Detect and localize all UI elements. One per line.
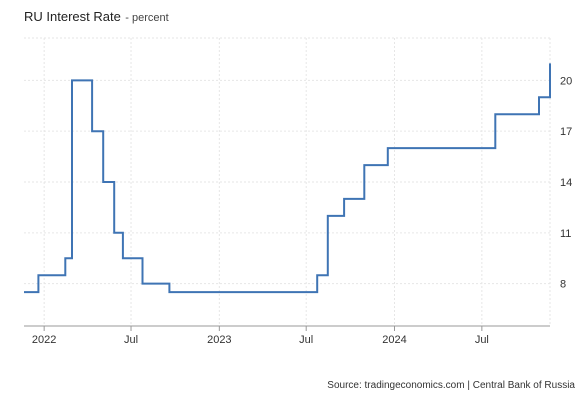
chart-title: RU Interest Rate <box>24 9 121 24</box>
source-note: Source: tradingeconomics.com | Central B… <box>327 380 575 391</box>
y-axis: 8 11 14 17 20 <box>560 75 572 290</box>
series-line <box>24 63 551 294</box>
x-axis: 2022 Jul 2023 Jul 2024 Jul <box>24 325 550 346</box>
x-tick-label: 2024 <box>382 334 406 346</box>
x-tick-label: 2022 <box>32 334 56 346</box>
series-layer <box>24 63 551 294</box>
x-tick-label: Jul <box>475 334 489 346</box>
y-tick-label: 17 <box>560 126 572 138</box>
x-tick-label: Jul <box>299 334 313 346</box>
y-tick-label: 8 <box>560 279 566 291</box>
x-tick-label: 2023 <box>207 334 231 346</box>
y-tick-label: 11 <box>560 228 571 240</box>
y-tick-label: 20 <box>560 75 572 87</box>
y-tick-label: 14 <box>560 177 572 189</box>
grid-lines <box>24 37 551 326</box>
x-tick-label: Jul <box>124 334 138 346</box>
chart-title-row: RU Interest Rate - percent <box>24 8 169 26</box>
chart-subtitle: - percent <box>125 12 169 24</box>
